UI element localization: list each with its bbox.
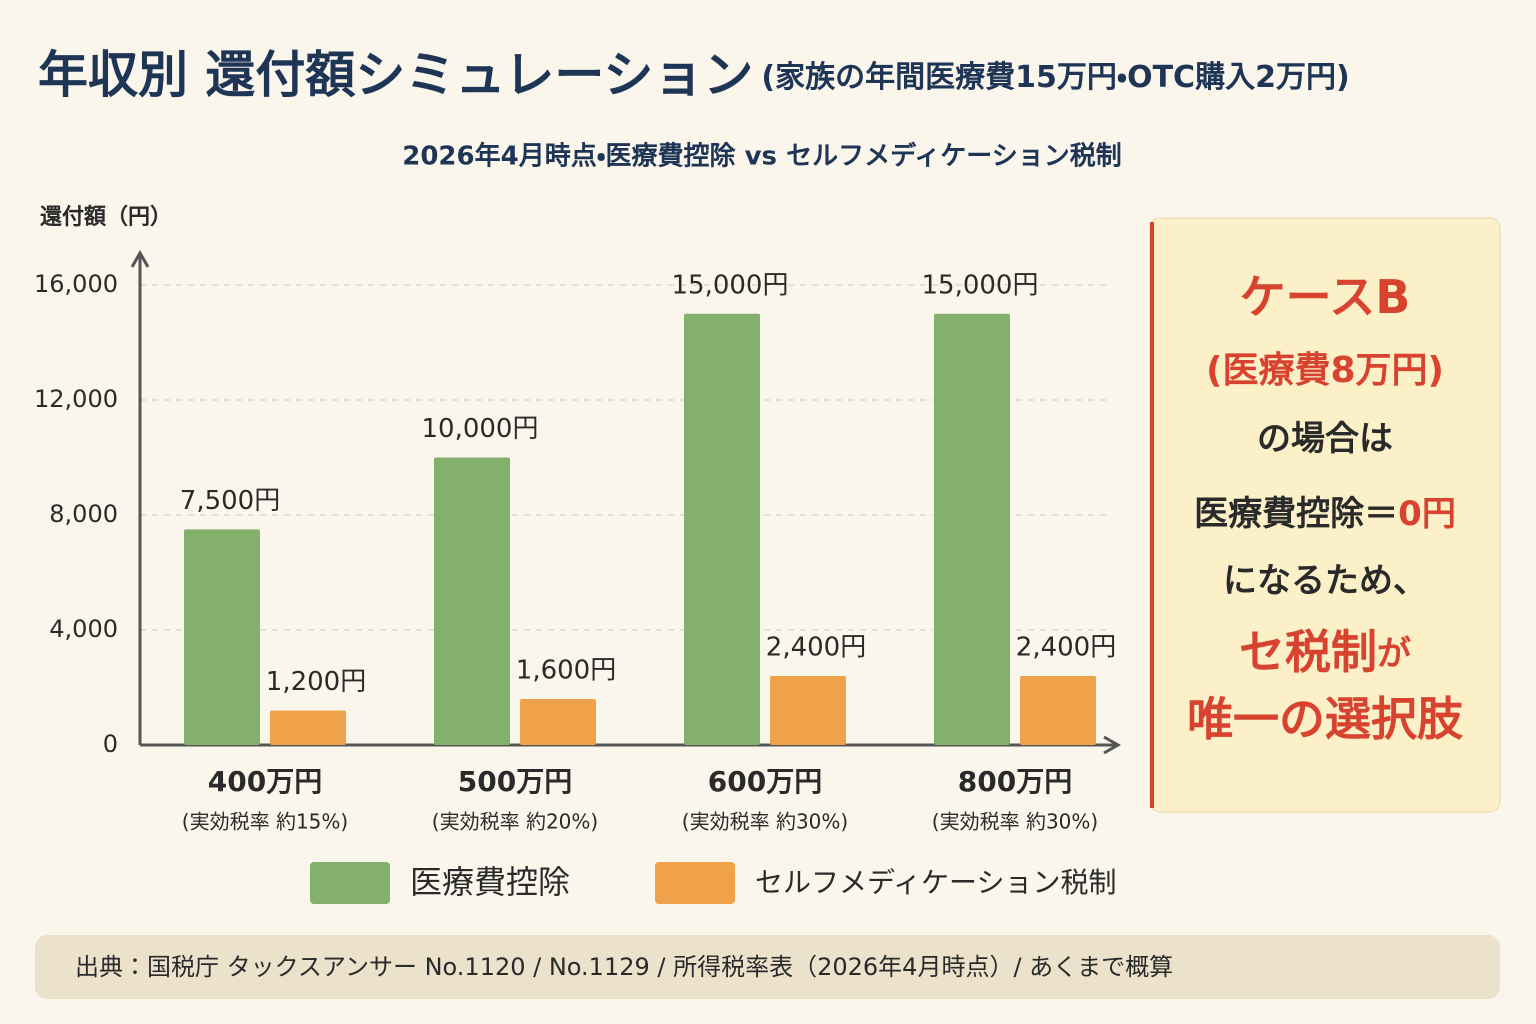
bar [934,313,1010,745]
note-segment: ケースB [1240,270,1411,324]
x-tick-label: 800万円 [958,765,1072,798]
y-tick-label: 4,000 [49,615,118,643]
value-label: 10,000円 [422,414,539,444]
y-axis-label: 還付額（円） [40,205,172,230]
chart-subtitle: 2026年4月時点・医療費控除 vs セルフメディケーション税制 [402,141,1121,172]
x-tick-note: (実効税率 約15%) [182,810,348,834]
x-tick-note: (実効税率 約20%) [432,810,598,834]
value-label: 1,200円 [266,667,366,697]
x-tick-label: 600万円 [708,765,822,798]
bar [184,529,260,745]
value-label: 15,000円 [672,270,789,300]
chart-title: 年収別 還付額シミュレーション (家族の年間医療費15万円・OTC購入2万円) [38,46,1350,104]
bar [1020,676,1096,745]
value-label: 2,400円 [1016,633,1116,663]
x-axis-arrow [1103,735,1122,755]
note-line: ケースB [1240,270,1411,324]
y-tick-label: 12,000 [34,385,118,413]
note-segment: になるため、 [1223,561,1427,601]
legend-label: セルフメディケーション税制 [755,866,1116,899]
title-note: (家族の年間医療費15万円・OTC購入2万円) [761,60,1349,95]
note-line: の場合は [1257,419,1393,459]
legend-swatch [655,862,735,904]
note-segment: セ税制 [1239,625,1377,679]
bar [434,457,510,745]
note-line: (医療費8万円) [1206,350,1444,391]
bar [270,710,346,745]
bar [520,699,596,745]
y-axis-arrow [130,249,150,268]
value-label: 15,000円 [922,270,1039,300]
value-label: 1,600円 [516,656,616,686]
note-segment: の場合は [1257,419,1393,459]
x-tick-label: 400万円 [208,765,322,798]
y-tick-label: 0 [103,730,118,758]
bar [770,676,846,745]
legend-label: 医療費控除 [410,863,570,901]
note-line: 医療費控除＝0円 [1194,494,1456,534]
note-line: セ税制が [1239,625,1411,679]
y-tick-label: 8,000 [49,500,118,528]
bar [684,313,760,745]
note-segment: 唯一の選択肢 [1187,692,1464,746]
x-tick-note: (実効税率 約30%) [932,810,1098,834]
source-band [35,935,1500,999]
note-segment: 0円 [1398,494,1456,534]
note-segment: 医療費控除＝ [1194,494,1398,534]
x-tick-note: (実効税率 約30%) [682,810,848,834]
note-line: になるため、 [1223,561,1427,601]
note-segment: (医療費8万円) [1206,350,1444,391]
value-label: 7,500円 [180,486,280,516]
value-label: 2,400円 [766,633,866,663]
y-tick-label: 16,000 [34,270,118,298]
note-line: 唯一の選択肢 [1187,692,1464,746]
note-segment: が [1377,634,1411,674]
source: 出典：国税庁 タックスアンサー No.1120 / No.1129 / 所得税率… [75,953,1173,981]
x-tick-label: 500万円 [458,765,572,798]
title-main: 年収別 還付額シミュレーション [38,46,753,104]
legend-swatch [310,862,390,904]
